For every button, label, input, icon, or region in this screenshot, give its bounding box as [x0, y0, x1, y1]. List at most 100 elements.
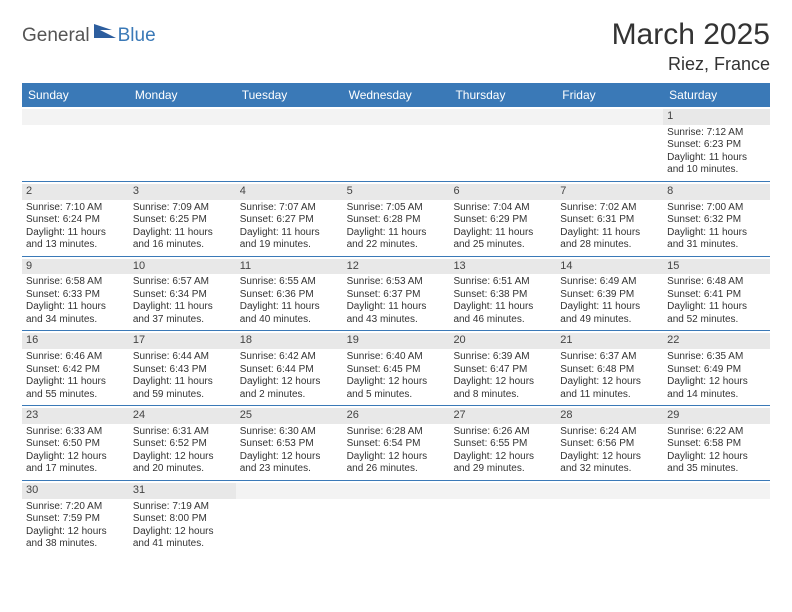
sunrise-text: Sunrise: 7:20 AM: [26, 501, 125, 514]
day-cell: 14Sunrise: 6:49 AMSunset: 6:39 PMDayligh…: [556, 257, 663, 331]
sunrise-text: Sunrise: 7:00 AM: [667, 202, 766, 215]
daylight-text: Daylight: 11 hours and 34 minutes.: [26, 301, 125, 326]
daylight-text: Daylight: 12 hours and 29 minutes.: [453, 451, 552, 476]
sunset-text: Sunset: 6:56 PM: [560, 438, 659, 451]
day-number: 31: [129, 483, 236, 499]
day-number: 4: [236, 184, 343, 200]
sunset-text: Sunset: 6:34 PM: [133, 289, 232, 302]
daylight-text: Daylight: 12 hours and 8 minutes.: [453, 376, 552, 401]
day-number: 16: [22, 333, 129, 349]
day-number: 10: [129, 259, 236, 275]
day-number: [663, 483, 770, 499]
daylight-text: Daylight: 11 hours and 19 minutes.: [240, 227, 339, 252]
day-number: 19: [343, 333, 450, 349]
day-number: 11: [236, 259, 343, 275]
day-cell: 31Sunrise: 7:19 AMSunset: 8:00 PMDayligh…: [129, 481, 236, 555]
sunset-text: Sunset: 6:27 PM: [240, 214, 339, 227]
day-cell: 6Sunrise: 7:04 AMSunset: 6:29 PMDaylight…: [449, 182, 556, 256]
sunset-text: Sunset: 6:28 PM: [347, 214, 446, 227]
day-cell: 1Sunrise: 7:12 AMSunset: 6:23 PMDaylight…: [663, 107, 770, 181]
daylight-text: Daylight: 11 hours and 40 minutes.: [240, 301, 339, 326]
sunset-text: Sunset: 6:45 PM: [347, 364, 446, 377]
sunset-text: Sunset: 6:37 PM: [347, 289, 446, 302]
logo-text-blue: Blue: [118, 25, 156, 47]
day-cell: 28 Sunrise: 6:24 AMSunset: 6:56 PMDayligh…: [556, 406, 663, 480]
day-cell: [236, 481, 343, 555]
day-number: 14: [556, 259, 663, 275]
day-cell: 2Sunrise: 7:10 AMSunset: 6:24 PMDaylight…: [22, 182, 129, 256]
day-number: [556, 109, 663, 125]
logo: General Blue: [22, 18, 156, 47]
daylight-text: Daylight: 12 hours and 20 minutes.: [133, 451, 232, 476]
sunrise-text: Sunrise: 7:19 AM: [133, 501, 232, 514]
sunrise-text: Sunrise: 6:39 AM: [453, 351, 552, 364]
sunrise-text: Sunrise: 6:24 AM: [560, 426, 659, 439]
day-cell: 20Sunrise: 6:39 AMSunset: 6:47 PMDayligh…: [449, 331, 556, 405]
day-number: 25: [236, 408, 343, 424]
day-cell: 23Sunrise: 6:33 AMSunset: 6:50 PMDayligh…: [22, 406, 129, 480]
day-number: [449, 483, 556, 499]
day-cell: 22Sunrise: 6:35 AMSunset: 6:49 PMDayligh…: [663, 331, 770, 405]
daylight-text: Daylight: 11 hours and 16 minutes.: [133, 227, 232, 252]
day-number: 9: [22, 259, 129, 275]
day-number: [343, 109, 450, 125]
sunset-text: Sunset: 6:39 PM: [560, 289, 659, 302]
day-number: 7: [556, 184, 663, 200]
sunrise-text: Sunrise: 6:49 AM: [560, 276, 659, 289]
day-cell: 21Sunrise: 6:37 AMSunset: 6:48 PMDayligh…: [556, 331, 663, 405]
sunset-text: Sunset: 6:50 PM: [26, 438, 125, 451]
sunrise-text: Sunrise: 6:33 AM: [26, 426, 125, 439]
sunset-text: Sunset: 6:29 PM: [453, 214, 552, 227]
day-number: 27: [449, 408, 556, 424]
dow-cell: Sunday: [22, 83, 129, 107]
week-row: 23Sunrise: 6:33 AMSunset: 6:50 PMDayligh…: [22, 406, 770, 481]
day-cell: [556, 481, 663, 555]
header-row: General Blue March 2025 Riez, France: [22, 18, 770, 75]
day-number: 20: [449, 333, 556, 349]
week-row: 30Sunrise: 7:20 AMSunset: 7:59 PMDayligh…: [22, 481, 770, 555]
day-number: 28: [556, 408, 663, 424]
day-number: 3: [129, 184, 236, 200]
sunrise-text: Sunrise: 7:12 AM: [667, 127, 766, 140]
day-cell: 18 Sunrise: 6:42 AMSunset: 6:44 PMDayligh…: [236, 331, 343, 405]
day-cell: 25Sunrise: 6:30 AMSunset: 6:53 PMDayligh…: [236, 406, 343, 480]
day-number: 29: [663, 408, 770, 424]
sunrise-text: Sunrise: 6:31 AM: [133, 426, 232, 439]
daylight-text: Daylight: 11 hours and 13 minutes.: [26, 227, 125, 252]
daylight-text: Daylight: 12 hours and 2 minutes.: [240, 376, 339, 401]
day-cell: 17Sunrise: 6:44 AMSunset: 6:43 PMDayligh…: [129, 331, 236, 405]
sunrise-text: Sunrise: 6:58 AM: [26, 276, 125, 289]
sunrise-text: Sunrise: 7:04 AM: [453, 202, 552, 215]
day-cell: [449, 481, 556, 555]
day-cell: [556, 107, 663, 181]
sunrise-text: Sunrise: 7:09 AM: [133, 202, 232, 215]
day-of-week-header: SundayMondayTuesdayWednesdayThursdayFrid…: [22, 83, 770, 107]
sunset-text: Sunset: 6:48 PM: [560, 364, 659, 377]
daylight-text: Daylight: 12 hours and 35 minutes.: [667, 451, 766, 476]
dow-cell: Friday: [556, 83, 663, 107]
daylight-text: Daylight: 12 hours and 38 minutes.: [26, 526, 125, 551]
sunset-text: Sunset: 6:33 PM: [26, 289, 125, 302]
daylight-text: Daylight: 12 hours and 32 minutes.: [560, 451, 659, 476]
day-number: [129, 109, 236, 125]
daylight-text: Daylight: 11 hours and 52 minutes.: [667, 301, 766, 326]
day-number: 15: [663, 259, 770, 275]
dow-cell: Monday: [129, 83, 236, 107]
daylight-text: Daylight: 12 hours and 14 minutes.: [667, 376, 766, 401]
sunrise-text: Sunrise: 6:22 AM: [667, 426, 766, 439]
sunrise-text: Sunrise: 6:40 AM: [347, 351, 446, 364]
day-cell: 27Sunrise: 6:26 AMSunset: 6:55 PMDayligh…: [449, 406, 556, 480]
day-number: [343, 483, 450, 499]
day-cell: 9Sunrise: 6:58 AMSunset: 6:33 PMDaylight…: [22, 257, 129, 331]
sunrise-text: Sunrise: 6:42 AM: [240, 351, 339, 364]
day-number: 18: [236, 333, 343, 349]
day-number: [22, 109, 129, 125]
daylight-text: Daylight: 11 hours and 49 minutes.: [560, 301, 659, 326]
week-row: 2Sunrise: 7:10 AMSunset: 6:24 PMDaylight…: [22, 182, 770, 257]
sunset-text: Sunset: 6:44 PM: [240, 364, 339, 377]
daylight-text: Daylight: 12 hours and 17 minutes.: [26, 451, 125, 476]
week-row: 9Sunrise: 6:58 AMSunset: 6:33 PMDaylight…: [22, 257, 770, 332]
day-cell: 19Sunrise: 6:40 AMSunset: 6:45 PMDayligh…: [343, 331, 450, 405]
day-number: 13: [449, 259, 556, 275]
sunrise-text: Sunrise: 7:05 AM: [347, 202, 446, 215]
